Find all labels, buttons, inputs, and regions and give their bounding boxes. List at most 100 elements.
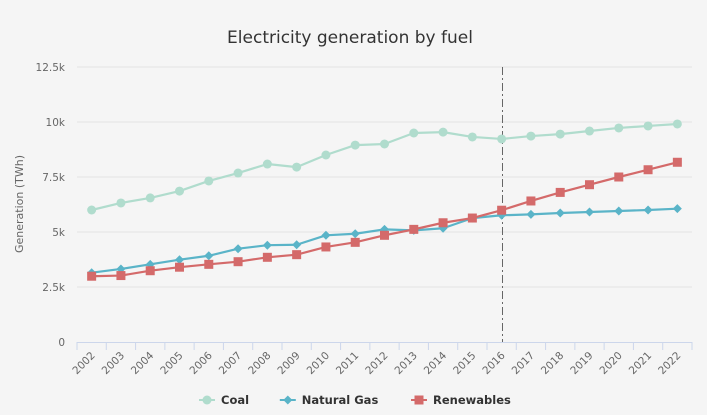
- x-tick-label: 2020: [598, 350, 625, 377]
- natural-gas-point: [292, 240, 302, 250]
- x-tick-label: 2022: [656, 350, 683, 377]
- coal-point: [292, 162, 302, 172]
- x-tick-label: 2011: [334, 350, 361, 377]
- natural-gas-point: [555, 208, 565, 218]
- natural-gas-point: [526, 209, 536, 219]
- coal-point: [526, 131, 536, 141]
- renewables-point: [292, 250, 302, 260]
- x-tick-label: 2005: [158, 350, 185, 377]
- coal-point: [87, 205, 97, 215]
- legend-circle-icon: [202, 395, 212, 405]
- renewables-point: [350, 237, 360, 247]
- chart-title: Electricity generation by fuel: [227, 28, 473, 48]
- x-tick-label: 2021: [627, 350, 654, 377]
- renewables-point: [87, 271, 97, 281]
- x-tick-label: 2017: [510, 350, 537, 377]
- x-tick-label: 2014: [422, 349, 450, 377]
- legend-item-coal[interactable]: Coal: [199, 393, 249, 407]
- coal-point: [555, 129, 565, 139]
- x-axis: 2002 2003 2004 2005 2006 2007 2008 2009 2010 2011…: [70, 342, 693, 377]
- natural-gas-point: [262, 240, 272, 250]
- coal-point: [497, 134, 507, 144]
- renewables-point: [116, 271, 126, 281]
- coal-point: [145, 193, 155, 203]
- natural-gas-point: [585, 207, 594, 217]
- x-tick-label: 2015: [451, 350, 478, 377]
- y-axis-label: Generation (TWh): [13, 155, 26, 253]
- renewables-point: [233, 257, 243, 267]
- renewables-point: [585, 180, 594, 190]
- coal-point: [380, 139, 389, 149]
- x-tick-label: 2002: [70, 350, 97, 377]
- natural-gas-point: [643, 205, 653, 215]
- grid-lines: [77, 66, 692, 288]
- natural-gas-point: [321, 230, 331, 240]
- renewables-point: [555, 187, 565, 197]
- series-group: [87, 119, 682, 281]
- legend-square-icon: [414, 395, 424, 405]
- coal-point: [233, 168, 243, 178]
- coal-point: [350, 140, 360, 150]
- x-tick-label: 2012: [363, 350, 390, 377]
- coal-line: [91, 122, 678, 212]
- natural-gas-point: [672, 204, 682, 214]
- y-tick-label: 2.5k: [42, 282, 66, 294]
- x-tick-label: 2013: [393, 350, 420, 377]
- coal-point: [204, 176, 214, 186]
- renewables-point: [438, 218, 448, 228]
- coal-point: [438, 127, 448, 137]
- renewables-point: [526, 196, 536, 206]
- legend-diamond-icon: [283, 395, 293, 405]
- x-tick-label: 2016: [480, 349, 508, 377]
- x-tick-label: 2003: [100, 350, 127, 377]
- x-tick-label: 2010: [305, 350, 332, 377]
- renewables-point: [145, 266, 155, 276]
- natural-gas-point: [233, 244, 243, 254]
- renewables-point: [175, 262, 184, 272]
- natural-gas-point: [204, 251, 214, 261]
- legend-label: Natural Gas: [302, 393, 379, 407]
- x-tick-label: 2009: [275, 350, 302, 377]
- coal-point: [614, 123, 624, 133]
- renewables-point: [643, 165, 653, 175]
- y-tick-label: 0: [58, 337, 65, 349]
- renewables-point: [614, 172, 624, 182]
- renewables-point: [467, 213, 477, 223]
- legend-label: Renewables: [433, 393, 511, 407]
- series-renewables: [87, 157, 682, 281]
- legend-label: Coal: [221, 393, 249, 407]
- renewables-point: [497, 205, 507, 215]
- legend-item-natural-gas[interactable]: Natural Gas: [279, 393, 379, 407]
- x-tick-label: 2006: [188, 349, 216, 377]
- x-tick-label: 2018: [539, 350, 566, 377]
- natural-gas-point: [350, 229, 360, 239]
- coal-point: [467, 132, 477, 142]
- x-tick-label: 2007: [217, 350, 244, 377]
- x-tick-label: 2019: [568, 350, 595, 377]
- coal-point: [321, 150, 331, 160]
- renewables-point: [262, 252, 272, 262]
- renewables-point: [321, 242, 331, 252]
- y-tick-label: 5k: [52, 227, 66, 239]
- series-coal: [87, 119, 682, 215]
- x-tick-label: 2008: [246, 350, 273, 377]
- coal-point: [116, 198, 126, 208]
- natural-gas-point: [175, 255, 184, 265]
- coal-point: [262, 159, 272, 169]
- renewables-point: [672, 157, 682, 167]
- legend-item-renewables[interactable]: Renewables: [411, 393, 511, 407]
- natural-gas-point: [614, 206, 624, 216]
- coal-point: [672, 119, 682, 129]
- y-axis-ticks: 0 2.5k 5k 7.5k 10k 12.5k: [36, 62, 66, 349]
- x-tick-label: 2004: [129, 349, 157, 377]
- renewables-point: [409, 224, 419, 234]
- y-tick-label: 12.5k: [36, 62, 66, 74]
- renewables-point: [380, 230, 389, 240]
- coal-point: [643, 121, 653, 131]
- y-tick-label: 10k: [46, 117, 66, 129]
- coal-point: [175, 186, 184, 196]
- y-tick-label: 7.5k: [42, 172, 66, 184]
- coal-point: [409, 128, 419, 138]
